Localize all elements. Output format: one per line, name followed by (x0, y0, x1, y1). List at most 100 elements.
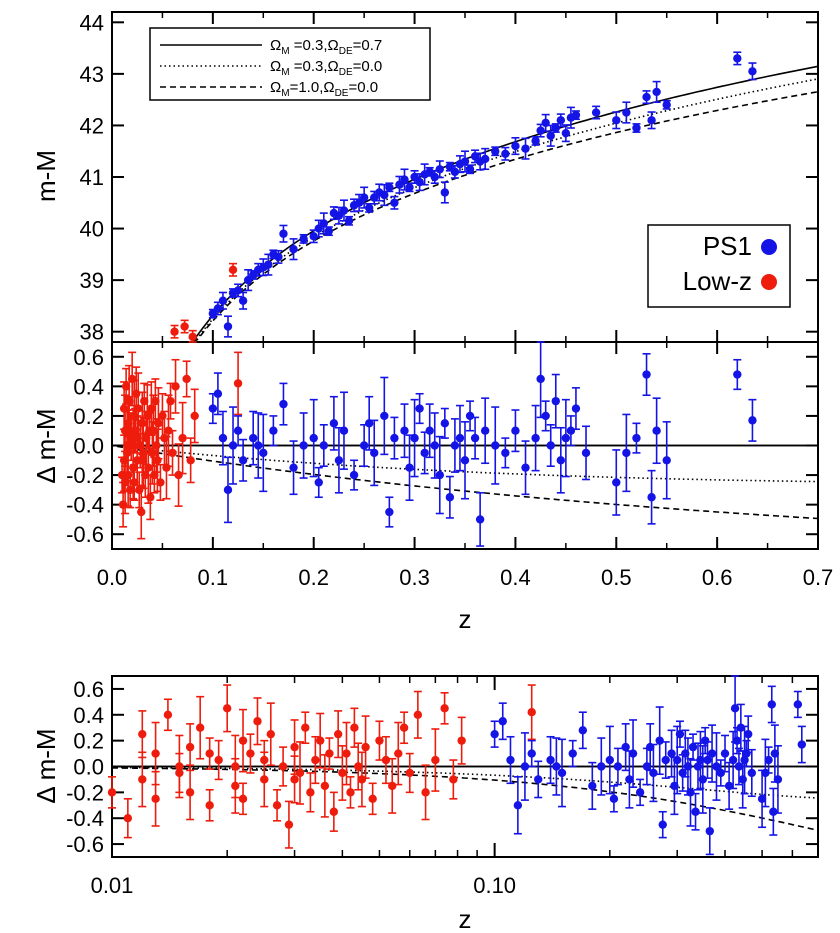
data-point (148, 448, 157, 458)
data-point (632, 433, 641, 443)
data-point (140, 396, 149, 406)
data-point (413, 710, 423, 719)
data-point (178, 433, 187, 443)
data-point (720, 749, 730, 758)
data-point (118, 500, 128, 509)
line-legend-box (149, 27, 431, 101)
legend-entry-1: ΩM =0.3,ΩDE=0.7 (270, 37, 382, 57)
data-point (279, 399, 288, 409)
legend-lowz-marker (761, 274, 777, 290)
data-point (445, 162, 455, 171)
data-point (400, 426, 409, 435)
x-tick-label: 0.10 (473, 873, 516, 898)
data-point (122, 441, 132, 450)
data-point (299, 441, 308, 450)
data-point (431, 755, 440, 765)
data-point (168, 448, 177, 458)
data-point (231, 762, 240, 771)
middle-model-curve (116, 445, 819, 520)
bottom-ylabel: Δ m-M (31, 728, 61, 803)
data-point (732, 736, 742, 745)
legend-ps1-marker (761, 239, 777, 255)
data-point (498, 717, 507, 726)
data-point (652, 426, 661, 435)
data-point (635, 788, 645, 797)
data-point (238, 736, 248, 745)
data-point (425, 426, 434, 435)
data-point (642, 762, 652, 771)
data-point (647, 116, 656, 125)
data-point (703, 755, 712, 765)
data-point (249, 270, 258, 280)
data-point (311, 755, 320, 765)
data-point (712, 762, 721, 771)
data-point (269, 426, 278, 435)
data-point (662, 100, 671, 110)
data-point (385, 507, 394, 517)
data-point (769, 807, 778, 816)
x-tick-label: 0.2 (298, 565, 329, 590)
data-point (738, 775, 747, 784)
data-point (238, 794, 248, 804)
data-point (415, 404, 424, 413)
bottom-xlabel: z (459, 904, 472, 933)
data-point (306, 788, 315, 797)
data-point (153, 456, 162, 465)
data-point (166, 396, 175, 406)
data-point (154, 419, 163, 428)
data-point (511, 141, 520, 151)
data-point (420, 448, 429, 458)
data-point (757, 794, 767, 804)
data-point (388, 781, 397, 791)
data-point (163, 710, 173, 719)
data-point (254, 441, 263, 450)
data-point (299, 234, 308, 244)
data-point (218, 296, 228, 305)
data-point (733, 54, 742, 63)
data-point (151, 794, 160, 804)
data-point (728, 755, 738, 765)
data-point (628, 749, 638, 758)
x-tick-label: 0.3 (399, 565, 430, 590)
x-tick-label: 0.7 (803, 565, 834, 590)
data-point (527, 708, 536, 717)
data-point (339, 206, 349, 215)
data-point (571, 404, 581, 413)
data-point (364, 203, 374, 213)
data-point (354, 198, 364, 207)
data-point (511, 426, 520, 435)
data-point (329, 807, 339, 816)
data-point (205, 749, 214, 758)
data-point (350, 723, 359, 732)
data-point (309, 433, 318, 443)
x-tick-label: 0.1 (198, 565, 229, 590)
middle-model-curve (116, 445, 819, 483)
data-point (405, 768, 414, 778)
data-point (571, 110, 581, 120)
legend-entry-3: ΩM=1.0,ΩDE=0.0 (270, 79, 378, 99)
data-point (233, 379, 243, 388)
data-point (119, 456, 129, 465)
data-point (390, 433, 399, 443)
y-tick-label: 0.4 (73, 703, 104, 728)
data-point (421, 788, 430, 797)
data-point (174, 470, 183, 480)
data-point (272, 801, 282, 810)
y-tick-label: 0.6 (73, 345, 104, 370)
data-point (349, 470, 359, 480)
y-tick-label: 0.0 (73, 755, 104, 780)
data-point (380, 190, 389, 200)
data-point (513, 801, 523, 810)
data-point (138, 729, 147, 739)
data-point (368, 794, 377, 804)
data-point (561, 128, 571, 138)
data-point (460, 157, 470, 166)
data-points (107, 51, 807, 856)
data-point (301, 723, 310, 732)
data-point (491, 441, 500, 450)
data-point (208, 309, 218, 318)
x-tick-label: 0.0 (97, 565, 128, 590)
data-point (342, 749, 351, 758)
data-point (491, 147, 500, 156)
